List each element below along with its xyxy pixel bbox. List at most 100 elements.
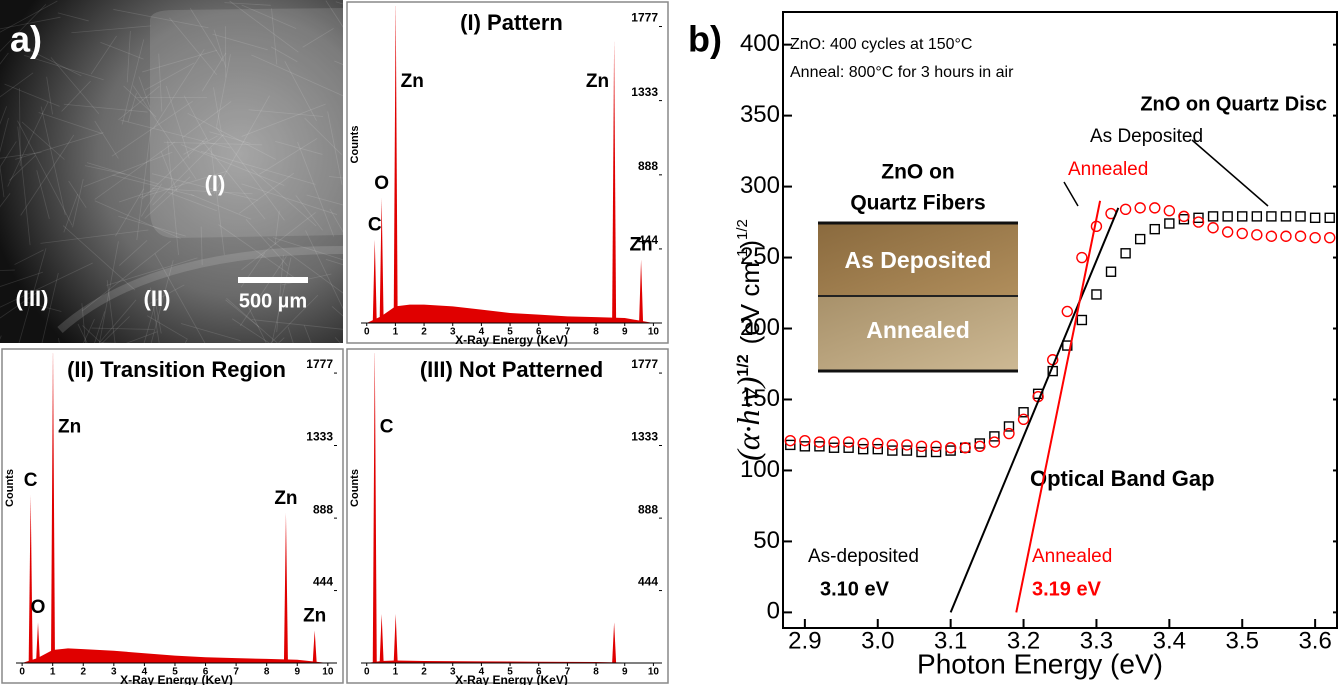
marker [843, 442, 854, 453]
fiber [40, 229, 149, 244]
fiber [150, 260, 174, 343]
fiber [0, 269, 15, 271]
fiber [151, 173, 258, 201]
fiber [275, 140, 323, 155]
marker [1149, 223, 1160, 235]
fiber [68, 180, 87, 208]
fiber [213, 87, 222, 133]
annotation: ZnO: 400 cycles at 150°C [790, 36, 972, 53]
x-tick-label: 0 [364, 667, 370, 678]
fiber [147, 315, 188, 340]
marker [1003, 421, 1015, 432]
fiber [210, 147, 225, 256]
y-tick-label: 350 [740, 101, 780, 128]
x-tick-label: 4 [142, 667, 148, 678]
fiber [0, 289, 42, 319]
peak-label: C [380, 416, 394, 437]
fiber [251, 319, 343, 330]
x-tick-label: 7 [565, 327, 571, 338]
peak-label: Zn [274, 488, 297, 509]
fiber [77, 323, 88, 343]
plot-area [784, 200, 1336, 613]
fiber [62, 225, 136, 291]
marker [1222, 211, 1233, 222]
y-tick-label: 888 [638, 502, 658, 516]
fiber [106, 257, 198, 286]
fiber [142, 137, 208, 200]
x-axis-label: X-Ray Energy (KeV) [120, 673, 233, 685]
fiber [225, 299, 260, 328]
fiber [271, 257, 292, 343]
fiber [163, 141, 263, 146]
inset-title: Quartz Fibers [850, 192, 985, 215]
fiber [17, 120, 73, 226]
fiber [94, 120, 119, 159]
fiber [132, 85, 197, 180]
x-tick-label: 0 [364, 327, 370, 338]
fiber [325, 0, 343, 28]
continuum [22, 648, 328, 663]
x-tick-label: 3 [450, 667, 456, 678]
marker [989, 431, 1000, 442]
fiber [90, 35, 117, 75]
fiber [113, 9, 209, 29]
y-axis-label: Counts [4, 469, 16, 507]
fiber [36, 170, 50, 220]
marker [828, 442, 840, 453]
fiber [0, 106, 7, 125]
fiber [46, 76, 53, 115]
fiber [83, 318, 95, 343]
peak [372, 239, 377, 323]
x-tick-label: 3.5 [1226, 627, 1259, 654]
fiber [101, 316, 130, 343]
marker [887, 445, 898, 456]
peak [50, 353, 55, 663]
fiber [274, 210, 280, 246]
fiber [20, 134, 75, 216]
fiber [100, 42, 144, 60]
fiber [241, 212, 316, 271]
fit-line [949, 207, 1120, 613]
fiber [305, 230, 343, 310]
marker [813, 436, 826, 448]
fiber [153, 48, 205, 129]
marker [857, 437, 869, 450]
fiber [0, 141, 17, 168]
continuum [366, 304, 654, 323]
fiber [160, 151, 178, 192]
fiber [81, 303, 86, 343]
peak [312, 630, 317, 663]
x-tick-label: 3.4 [1153, 627, 1186, 654]
marker [1178, 210, 1190, 223]
fiber [181, 323, 241, 341]
peak [393, 614, 398, 663]
marker [1119, 203, 1132, 215]
fiber [71, 25, 152, 34]
y-tick-label: 1333 [631, 85, 658, 99]
fiber [26, 301, 62, 312]
fit-label: As-deposited [808, 546, 919, 567]
fiber [241, 183, 338, 215]
marker [1251, 211, 1263, 222]
leader-line [1063, 181, 1079, 207]
fiber [14, 249, 44, 265]
fiber [238, 172, 295, 214]
x-tick-label: 1 [393, 327, 399, 338]
fiber [143, 299, 157, 343]
marker [1105, 266, 1117, 277]
y-tick-label: 200 [740, 314, 780, 341]
fiber [245, 218, 288, 267]
fiber [187, 112, 277, 160]
fiber [213, 95, 270, 194]
peak [379, 614, 384, 663]
marker [915, 440, 928, 453]
y-axis-label: (α·h·ν)1/2(eV cm-1)1/2 [730, 219, 766, 461]
region-label: (I) [205, 171, 226, 196]
marker [1120, 248, 1131, 259]
fit-line [1015, 200, 1102, 613]
fiber [61, 80, 91, 112]
series-label: Annealed [1068, 159, 1148, 180]
marker [842, 436, 855, 448]
y-tick-label: 300 [740, 172, 780, 199]
marker [1018, 407, 1029, 418]
